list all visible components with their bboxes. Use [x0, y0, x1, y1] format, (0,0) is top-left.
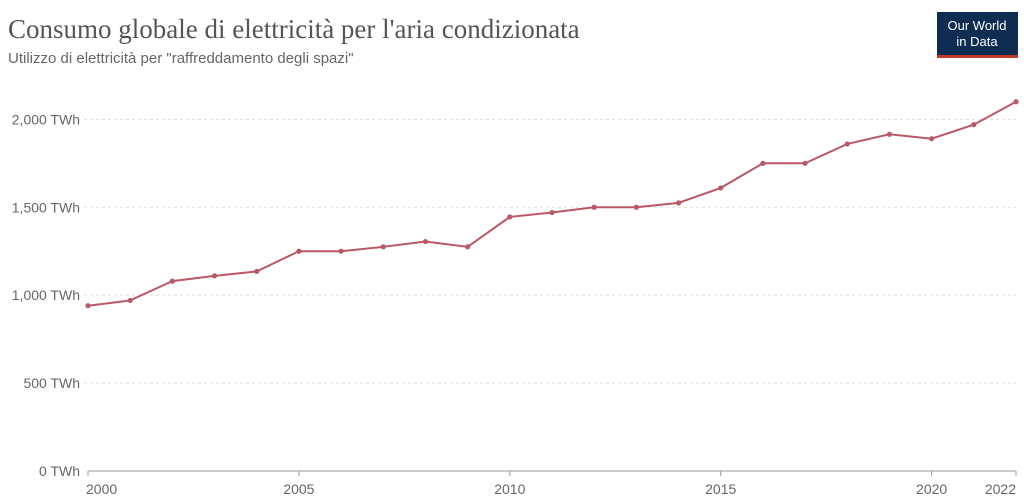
chart-subtitle: Utilizzo di elettricità per "raffreddame… — [8, 50, 354, 67]
point — [1013, 99, 1019, 105]
y-tick-label: 1,000 TWh — [12, 287, 80, 303]
logo-text: Our World — [948, 18, 1007, 33]
chart-title: Consumo globale di elettricità per l'ari… — [8, 14, 580, 44]
point — [844, 141, 850, 147]
x-tick-label: 2022 — [985, 481, 1016, 497]
point — [760, 160, 766, 166]
series-line — [87, 100, 1017, 307]
point — [802, 160, 808, 166]
y-tick-label: 0 TWh — [39, 463, 80, 479]
point — [633, 204, 639, 210]
point — [422, 238, 429, 245]
point — [380, 244, 386, 250]
y-tick-label: 500 TWh — [23, 375, 80, 391]
x-tick-label: 2010 — [494, 481, 525, 497]
point — [169, 278, 175, 284]
point — [718, 185, 724, 191]
point — [211, 273, 218, 279]
logo-bar — [937, 55, 1018, 58]
y-tick-label: 1,500 TWh — [12, 199, 80, 215]
x-tick-label: 2000 — [86, 481, 117, 497]
x-tick-label: 2015 — [705, 481, 736, 497]
x-tick-label: 2005 — [283, 481, 314, 497]
point — [254, 268, 260, 275]
point — [886, 131, 893, 137]
logo-text: in Data — [956, 34, 998, 49]
point — [85, 303, 91, 309]
point — [591, 204, 597, 210]
point — [127, 297, 133, 304]
y-tick-label: 2,000 TWh — [12, 111, 80, 127]
point — [296, 248, 302, 254]
x-tick-label: 2020 — [916, 481, 947, 497]
logo[interactable]: Our World in Data — [937, 12, 1018, 58]
point — [338, 248, 344, 254]
logo-box — [937, 12, 1018, 56]
point — [549, 209, 555, 216]
point — [971, 122, 977, 128]
point — [929, 136, 935, 142]
point — [675, 200, 682, 206]
point — [507, 214, 513, 220]
point — [465, 244, 471, 250]
